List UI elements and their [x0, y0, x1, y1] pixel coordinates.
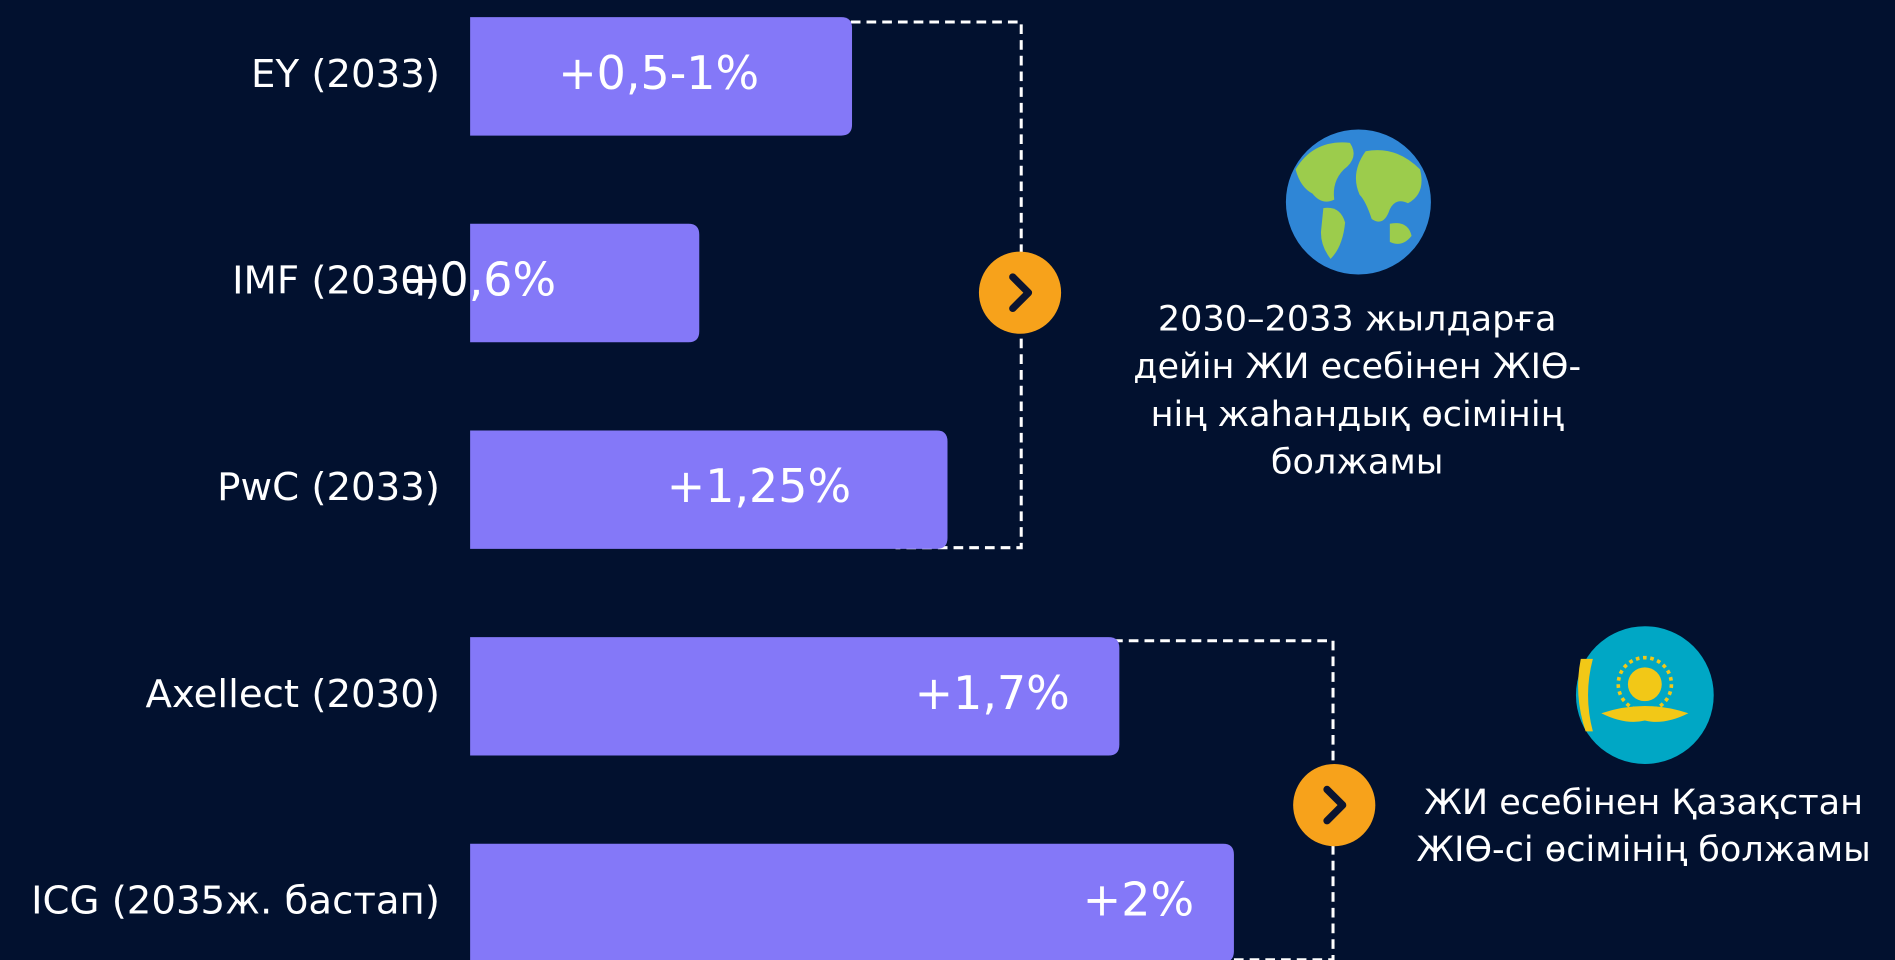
category-label: PwC (2033) [217, 465, 440, 510]
flag-sun [1627, 667, 1662, 702]
annotations: 2030–2033 жылдарға дейін ЖИ есебінен ЖІӨ-… [1133, 298, 1871, 870]
category-label: ICG (2035ж. бастап) [31, 878, 440, 923]
flag-icon [1575, 626, 1714, 765]
annotation-line: ЖІӨ-сі өсімінің болжамы [1416, 829, 1870, 870]
category-label: EY (2033) [251, 52, 440, 97]
value-label: +1,25% [667, 459, 851, 513]
annotation-line: нің жаһандық өсімінің [1151, 394, 1564, 435]
arrow-badge [978, 251, 1376, 847]
value-label: +1,7% [915, 666, 1070, 720]
badge-circle [978, 251, 1062, 334]
annotation-line: 2030–2033 жылдарға [1158, 298, 1557, 339]
annotation-line: дейін ЖИ есебінен ЖІӨ- [1133, 346, 1581, 387]
chevron [1009, 273, 1033, 313]
globe-land [1320, 207, 1346, 259]
globe-land [1295, 142, 1354, 202]
bar [470, 637, 1120, 756]
category-label: Axellect (2030) [145, 672, 439, 717]
value-label: +0,6% [401, 253, 556, 307]
category-label: IMF (2030) [232, 259, 440, 304]
annotation-line: ЖИ есебінен Қазақстан [1424, 782, 1863, 823]
globe-icon [1285, 129, 1431, 275]
flag-ornament [1578, 658, 1593, 732]
bar [470, 430, 948, 549]
value-label: +2% [1083, 872, 1194, 926]
chevron [1323, 785, 1347, 825]
badge-circle [1293, 764, 1376, 847]
value-label: +0,5-1% [558, 46, 759, 100]
globe-land [1389, 223, 1412, 244]
globe-land [1355, 150, 1422, 222]
bars: EY (2033) +0,5-1% IMF (2030)+0,6% PwC (2033… [31, 17, 1234, 960]
annotation-line: болжамы [1271, 442, 1444, 483]
bar [470, 843, 1234, 960]
flag-eagle [1601, 705, 1689, 722]
bar [470, 17, 853, 136]
flag-rays [1616, 655, 1674, 713]
bar [470, 223, 700, 343]
